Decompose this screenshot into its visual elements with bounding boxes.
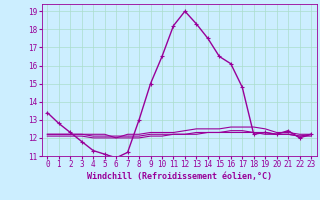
X-axis label: Windchill (Refroidissement éolien,°C): Windchill (Refroidissement éolien,°C) — [87, 172, 272, 181]
